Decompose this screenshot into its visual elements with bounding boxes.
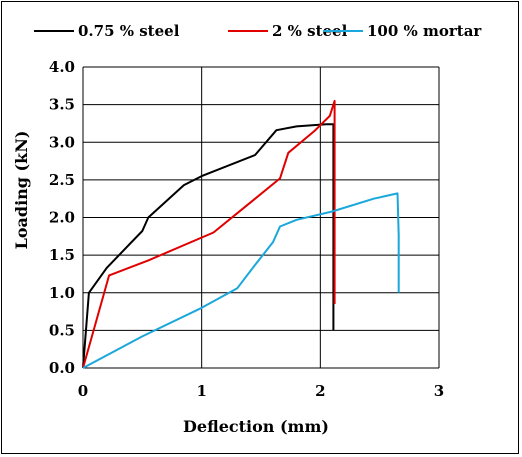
y-tick-label: 2.5 xyxy=(49,171,75,189)
y-tick-label: 3.5 xyxy=(49,96,75,114)
y-tick-label: 1.0 xyxy=(49,284,75,302)
legend-label: 0.75 % steel xyxy=(78,22,180,40)
series-line-2 xyxy=(82,192,400,369)
y-axis-title: Loading (kN) xyxy=(12,131,31,250)
y-tick-label: 1.5 xyxy=(49,246,75,264)
tick-labels: 0.0 0.5 1.0 1.5 2.0 2.5 3.0 3.5 4.0 0 1 2 3 xyxy=(49,58,444,400)
series-line-1 xyxy=(82,99,336,369)
x-tick-label: 1 xyxy=(196,382,206,400)
series-line-0 xyxy=(82,123,335,369)
series-lines xyxy=(82,99,400,369)
y-tick-label: 3.0 xyxy=(49,133,75,151)
x-tick-label: 0 xyxy=(78,382,88,400)
y-tick-label: 2.0 xyxy=(49,209,75,227)
legend-label: 100 % mortar xyxy=(367,22,482,40)
y-tick-label: 4.0 xyxy=(49,58,75,76)
legend-label: 2 % steel xyxy=(272,22,348,40)
y-tick-label: 0.5 xyxy=(49,321,75,339)
grid xyxy=(82,66,440,369)
x-tick-label: 2 xyxy=(315,382,325,400)
legend: 0.75 % steel 2 % steel 100 % mortar xyxy=(34,22,482,40)
x-axis-title: Deflection (mm) xyxy=(183,417,329,436)
y-tick-label: 0.0 xyxy=(49,359,75,377)
x-tick-label: 3 xyxy=(434,382,444,400)
